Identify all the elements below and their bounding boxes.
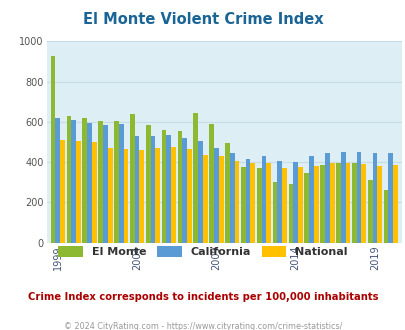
Bar — [392, 165, 397, 243]
Bar — [76, 141, 81, 243]
Bar — [340, 152, 345, 243]
Bar — [66, 116, 71, 243]
Bar — [308, 156, 313, 243]
Text: El Monte Violent Crime Index: El Monte Violent Crime Index — [83, 12, 322, 26]
Bar — [134, 136, 139, 243]
Bar — [51, 56, 55, 243]
Bar — [187, 149, 191, 243]
Bar — [234, 161, 239, 243]
Bar — [60, 140, 65, 243]
Bar — [139, 150, 144, 243]
Bar — [119, 124, 123, 243]
Bar — [55, 118, 60, 243]
Bar — [376, 166, 381, 243]
Bar — [198, 141, 202, 243]
Bar — [92, 142, 96, 243]
Bar — [272, 182, 277, 243]
Bar — [166, 135, 171, 243]
Bar — [218, 156, 223, 243]
Bar — [213, 148, 218, 243]
Bar — [292, 162, 297, 243]
Bar — [356, 152, 360, 243]
Text: © 2024 CityRating.com - https://www.cityrating.com/crime-statistics/: © 2024 CityRating.com - https://www.city… — [64, 322, 341, 330]
Bar — [360, 164, 365, 243]
Bar — [320, 165, 324, 243]
Bar — [87, 123, 92, 243]
Text: Crime Index corresponds to incidents per 100,000 inhabitants: Crime Index corresponds to incidents per… — [28, 292, 377, 302]
Bar — [103, 125, 107, 243]
Bar — [383, 190, 388, 243]
Bar — [288, 184, 292, 243]
Bar — [266, 163, 271, 243]
Bar — [297, 167, 302, 243]
Bar — [351, 163, 356, 243]
Bar — [107, 148, 112, 243]
Bar — [313, 166, 318, 243]
Bar — [161, 130, 166, 243]
Bar — [345, 163, 350, 243]
Bar — [388, 153, 392, 243]
Bar — [367, 180, 372, 243]
Bar — [256, 168, 261, 243]
Bar — [202, 155, 207, 243]
Bar — [82, 118, 87, 243]
Bar — [372, 153, 376, 243]
Bar — [171, 147, 175, 243]
Bar — [277, 161, 281, 243]
Bar — [261, 156, 266, 243]
Bar — [155, 148, 160, 243]
Bar — [71, 120, 76, 243]
Bar — [324, 153, 329, 243]
Bar — [193, 113, 198, 243]
Bar — [150, 136, 155, 243]
Bar — [98, 121, 103, 243]
Bar — [304, 173, 308, 243]
Bar — [241, 167, 245, 243]
Legend: El Monte, California, National: El Monte, California, National — [53, 242, 352, 262]
Bar — [281, 168, 286, 243]
Bar — [182, 138, 187, 243]
Bar — [123, 149, 128, 243]
Bar — [145, 125, 150, 243]
Bar — [224, 143, 229, 243]
Bar — [335, 163, 340, 243]
Bar — [209, 124, 213, 243]
Bar — [114, 121, 119, 243]
Bar — [229, 153, 234, 243]
Bar — [177, 131, 182, 243]
Bar — [245, 159, 250, 243]
Bar — [329, 163, 334, 243]
Bar — [130, 114, 134, 243]
Bar — [250, 163, 255, 243]
